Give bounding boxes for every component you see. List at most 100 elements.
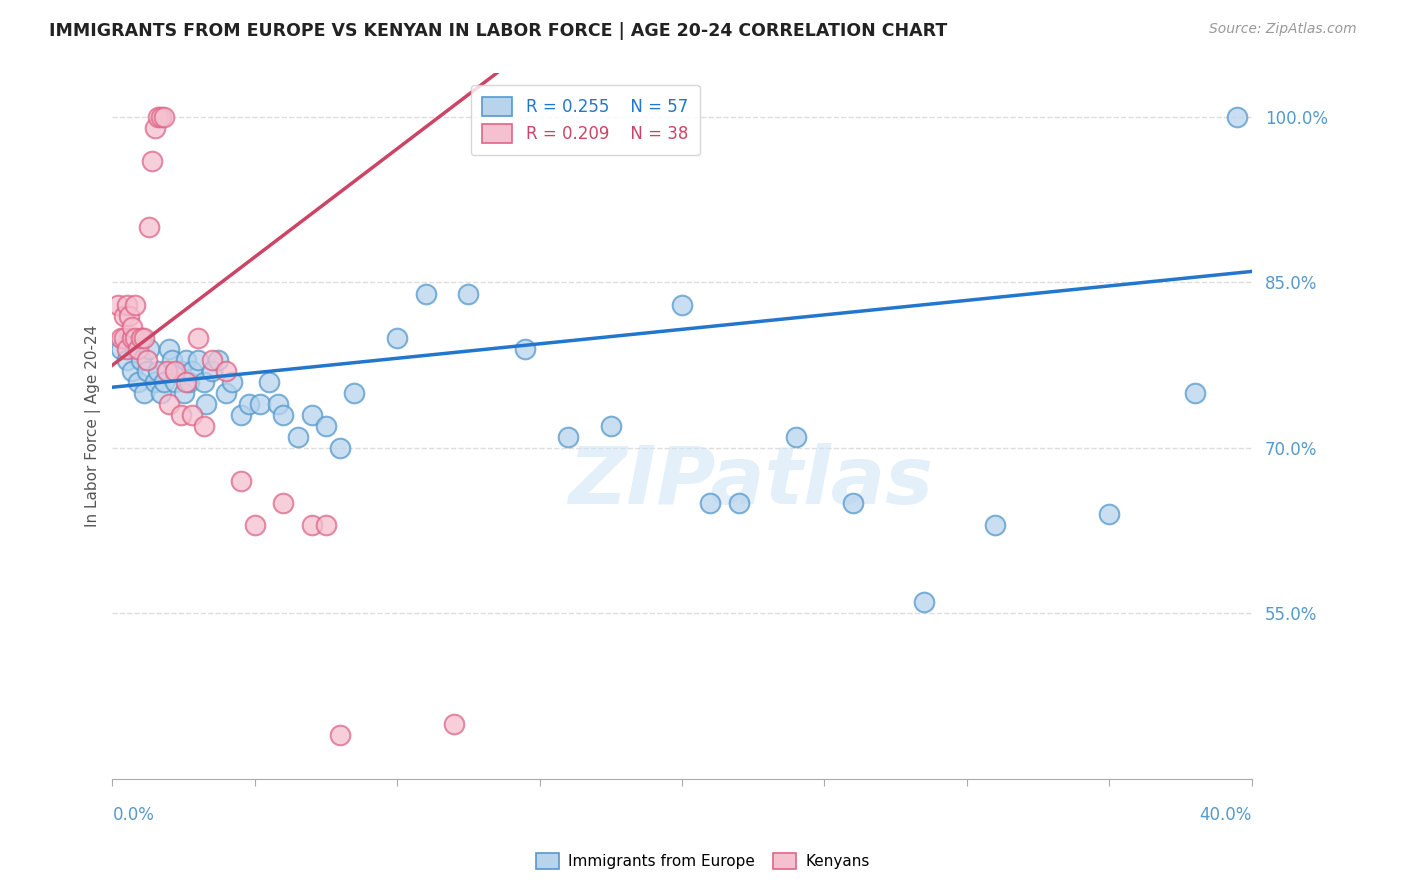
Point <box>138 220 160 235</box>
Point <box>301 408 323 422</box>
Text: 0.0%: 0.0% <box>112 806 155 824</box>
Point <box>343 385 366 400</box>
Point <box>165 375 187 389</box>
Point <box>221 375 243 389</box>
Point <box>143 375 166 389</box>
Point <box>671 297 693 311</box>
Point <box>121 330 143 344</box>
Point <box>187 352 209 367</box>
Point <box>238 397 260 411</box>
Point <box>179 375 201 389</box>
Point <box>141 154 163 169</box>
Point <box>443 716 465 731</box>
Point <box>271 496 294 510</box>
Point <box>385 330 408 344</box>
Point <box>201 352 224 367</box>
Point <box>149 385 172 400</box>
Point <box>118 330 141 344</box>
Text: 40.0%: 40.0% <box>1199 806 1251 824</box>
Text: IMMIGRANTS FROM EUROPE VS KENYAN IN LABOR FORCE | AGE 20-24 CORRELATION CHART: IMMIGRANTS FROM EUROPE VS KENYAN IN LABO… <box>49 22 948 40</box>
Point <box>301 518 323 533</box>
Text: Source: ZipAtlas.com: Source: ZipAtlas.com <box>1209 22 1357 37</box>
Point <box>152 375 174 389</box>
Point <box>728 496 751 510</box>
Point <box>984 518 1007 533</box>
Point <box>160 352 183 367</box>
Point <box>176 375 198 389</box>
Point <box>124 297 146 311</box>
Point <box>121 364 143 378</box>
Point <box>149 110 172 124</box>
Point <box>187 330 209 344</box>
Point <box>121 319 143 334</box>
Point <box>112 330 135 344</box>
Point <box>193 375 215 389</box>
Point <box>110 330 132 344</box>
Point <box>127 375 149 389</box>
Point <box>155 364 177 378</box>
Point <box>115 342 138 356</box>
Point <box>842 496 865 510</box>
Point <box>135 364 157 378</box>
Point <box>107 297 129 311</box>
Point <box>143 121 166 136</box>
Point <box>315 518 337 533</box>
Legend: R = 0.255    N = 57, R = 0.209    N = 38: R = 0.255 N = 57, R = 0.209 N = 38 <box>471 85 700 155</box>
Point <box>207 352 229 367</box>
Point <box>912 595 935 609</box>
Y-axis label: In Labor Force | Age 20-24: In Labor Force | Age 20-24 <box>86 325 101 527</box>
Point <box>135 352 157 367</box>
Point <box>146 364 169 378</box>
Point <box>315 418 337 433</box>
Point <box>110 342 132 356</box>
Point <box>329 441 352 455</box>
Point <box>157 397 180 411</box>
Point <box>699 496 721 510</box>
Point <box>129 352 152 367</box>
Point <box>329 727 352 741</box>
Point <box>129 330 152 344</box>
Point <box>138 342 160 356</box>
Point <box>557 430 579 444</box>
Point <box>243 518 266 533</box>
Point <box>115 352 138 367</box>
Point <box>176 352 198 367</box>
Point <box>170 408 193 422</box>
Point <box>1098 507 1121 521</box>
Point <box>165 364 187 378</box>
Point <box>229 408 252 422</box>
Point <box>115 297 138 311</box>
Point <box>229 474 252 488</box>
Point <box>457 286 479 301</box>
Point <box>181 364 204 378</box>
Point <box>146 110 169 124</box>
Point <box>215 385 238 400</box>
Point <box>132 330 155 344</box>
Legend: Immigrants from Europe, Kenyans: Immigrants from Europe, Kenyans <box>530 847 876 875</box>
Point <box>132 385 155 400</box>
Point <box>129 330 152 344</box>
Point <box>415 286 437 301</box>
Point <box>181 408 204 422</box>
Point <box>157 342 180 356</box>
Point <box>249 397 271 411</box>
Text: ZIPatlas: ZIPatlas <box>568 443 932 521</box>
Point <box>599 418 621 433</box>
Point <box>170 364 193 378</box>
Point <box>118 309 141 323</box>
Point <box>215 364 238 378</box>
Point <box>127 342 149 356</box>
Point <box>287 430 309 444</box>
Point <box>112 309 135 323</box>
Point <box>124 330 146 344</box>
Point <box>173 385 195 400</box>
Point <box>1184 385 1206 400</box>
Point <box>201 364 224 378</box>
Point <box>1226 110 1249 124</box>
Point <box>257 375 280 389</box>
Point <box>515 342 537 356</box>
Point <box>266 397 288 411</box>
Point <box>271 408 294 422</box>
Point <box>195 397 218 411</box>
Point <box>785 430 807 444</box>
